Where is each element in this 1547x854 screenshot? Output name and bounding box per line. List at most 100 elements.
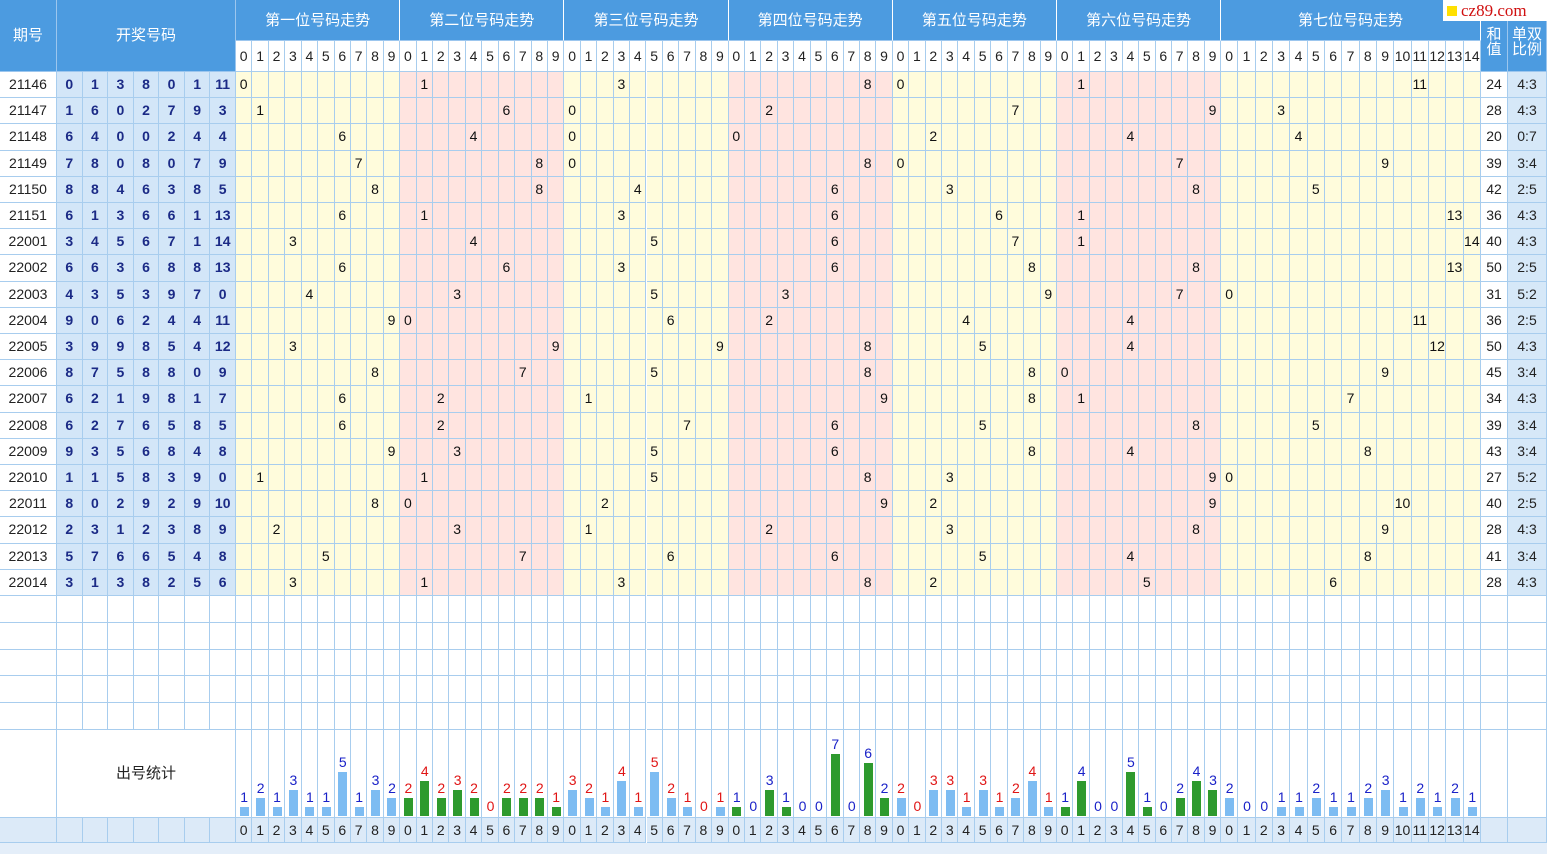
cell — [1073, 596, 1090, 623]
cell — [761, 229, 778, 256]
cell — [810, 438, 828, 465]
cell — [859, 412, 877, 439]
cell — [646, 307, 663, 334]
cell — [859, 98, 877, 125]
cell — [1221, 703, 1239, 730]
cell — [892, 386, 910, 413]
cell — [1122, 360, 1140, 387]
cell — [1106, 334, 1123, 361]
cell — [892, 465, 910, 492]
cell — [1359, 622, 1377, 650]
cell — [108, 649, 134, 677]
trend-number: 5 — [646, 281, 663, 308]
trend-number: 6 — [334, 255, 351, 282]
cell — [1255, 412, 1273, 439]
cell — [745, 150, 762, 177]
cell — [564, 465, 581, 492]
cell — [498, 622, 516, 650]
stat-bar — [518, 798, 528, 816]
cell — [1204, 649, 1222, 677]
cell — [745, 360, 762, 387]
draw-number: 3 — [133, 281, 160, 308]
cell — [613, 703, 631, 730]
cell — [1073, 176, 1090, 203]
ratio-cell: 4:3 — [1508, 386, 1547, 413]
cell — [465, 622, 483, 650]
cell — [482, 676, 499, 704]
cell — [1307, 386, 1325, 413]
cell — [1290, 255, 1308, 282]
cell — [646, 569, 663, 596]
cell — [827, 730, 844, 818]
column-header: 8 — [1188, 41, 1205, 72]
cell — [1040, 307, 1057, 334]
cell — [1040, 150, 1057, 177]
cell — [843, 255, 860, 282]
column-footer: 1 — [252, 818, 269, 843]
cell — [662, 412, 680, 439]
cell — [1377, 543, 1395, 570]
cell — [1073, 465, 1090, 492]
cell — [662, 229, 680, 256]
trend-number: 7 — [1171, 150, 1189, 177]
cell — [630, 203, 647, 230]
cell — [449, 543, 466, 570]
cell — [318, 176, 335, 203]
cell — [515, 72, 532, 99]
ratio-cell: 3:4 — [1508, 360, 1547, 387]
cell — [1171, 386, 1189, 413]
cell — [1394, 229, 1412, 256]
cell — [695, 281, 713, 308]
cell — [498, 438, 516, 465]
cell — [728, 491, 745, 518]
cell — [843, 676, 860, 704]
stat-bar — [863, 763, 873, 816]
cell — [1411, 255, 1429, 282]
trend-number: 8 — [1188, 412, 1205, 439]
draw-number: 1 — [184, 229, 211, 256]
cell — [958, 203, 975, 230]
cell — [1342, 72, 1360, 99]
cell — [1024, 229, 1041, 256]
ratio-cell: 3:4 — [1508, 438, 1547, 465]
cell — [876, 255, 893, 282]
column-header: 3 — [285, 41, 302, 72]
column-footer: 2 — [1089, 818, 1107, 843]
cell — [400, 649, 417, 677]
cell — [1171, 703, 1189, 730]
cell — [1429, 543, 1447, 570]
cell — [1057, 229, 1074, 256]
cell — [859, 517, 877, 544]
trend-number: 2 — [925, 491, 943, 518]
cell — [1204, 676, 1222, 704]
cell — [285, 360, 302, 387]
stat-count: 2 — [880, 780, 889, 797]
cell — [252, 543, 269, 570]
cell — [1106, 386, 1123, 413]
cell — [1122, 703, 1140, 730]
cell — [1057, 569, 1074, 596]
cell — [285, 150, 302, 177]
cell — [252, 649, 269, 677]
stat-count: 3 — [1209, 771, 1217, 788]
cell — [482, 72, 499, 99]
cell — [318, 72, 335, 99]
cell — [695, 203, 713, 230]
cell — [974, 569, 992, 596]
cell — [1024, 334, 1041, 361]
trend-number: 8 — [1188, 176, 1205, 203]
draw-number: 5 — [210, 412, 236, 439]
cell — [1446, 703, 1464, 730]
stat-bar — [1346, 807, 1356, 816]
cell — [498, 517, 516, 544]
column-header: 0 — [400, 41, 417, 72]
trend-number: 9 — [1204, 465, 1222, 492]
stat-count: 0 — [1243, 798, 1251, 814]
stat-count: 0 — [486, 798, 495, 814]
cell — [1377, 124, 1395, 151]
cell — [1007, 334, 1025, 361]
cell — [580, 176, 598, 203]
cell — [301, 334, 319, 361]
cell — [1089, 491, 1107, 518]
cell — [1325, 360, 1343, 387]
